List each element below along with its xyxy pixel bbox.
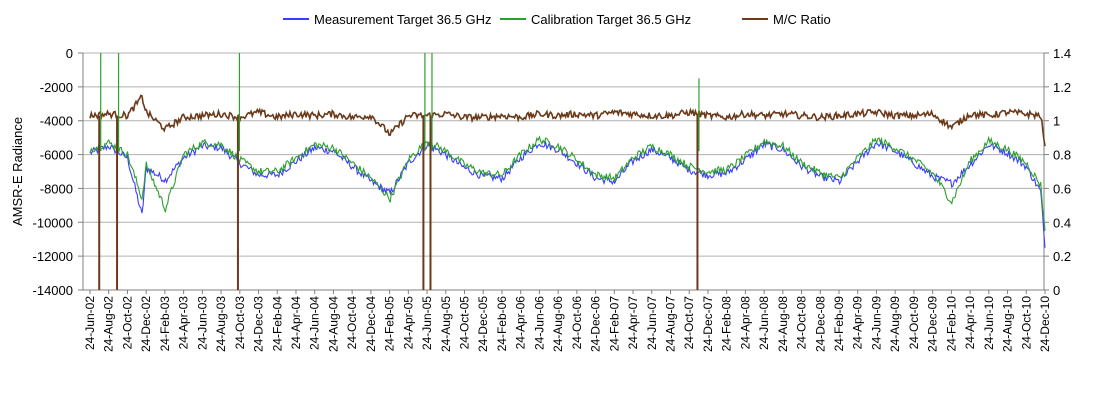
x-tick-label: 24-Oct-10 <box>1019 296 1033 350</box>
x-tick-label: 24-Aug-03 <box>214 296 228 352</box>
x-tick-label: 24-Oct-06 <box>570 296 584 350</box>
series-line-1 <box>89 135 1046 231</box>
x-tick-label: 24-Jun-07 <box>645 296 659 350</box>
legend-label: Measurement Target 36.5 GHz <box>314 12 492 27</box>
x-tick-label: 24-Feb-09 <box>832 296 846 352</box>
x-tick-label: 24-Dec-04 <box>364 296 378 352</box>
x-tick-label: 24-Dec-06 <box>589 296 603 352</box>
x-tick-label: 24-Apr-05 <box>401 296 415 350</box>
x-tick-label: 24-Oct-02 <box>120 296 134 350</box>
x-tick-label: 24-Apr-04 <box>289 296 303 350</box>
x-tick-label: 24-Oct-07 <box>682 296 696 350</box>
x-tick-label: 24-Feb-05 <box>383 296 397 352</box>
x-tick-label: 24-Aug-06 <box>551 296 565 352</box>
x-tick-label: 24-Feb-03 <box>158 296 172 352</box>
x-tick-label: 24-Aug-04 <box>326 296 340 352</box>
x-tick-label: 24-Feb-04 <box>270 296 284 352</box>
x-tick-label: 24-Oct-04 <box>345 296 359 350</box>
x-tick-label: 24-Jun-10 <box>982 296 996 350</box>
x-tick-label: 24-Oct-05 <box>458 296 472 350</box>
x-tick-label: 24-Dec-10 <box>1038 296 1052 352</box>
series-line-2 <box>89 94 1046 147</box>
right-tick-label: 1 <box>1053 114 1060 129</box>
right-tick-label: 0.6 <box>1053 181 1071 196</box>
x-tick-label: 24-Jun-02 <box>83 296 97 350</box>
left-tick-label: -6000 <box>40 148 73 163</box>
right-tick-label: 0.2 <box>1053 249 1071 264</box>
x-tick-label: 24-Dec-03 <box>252 296 266 352</box>
x-tick-label: 24-Aug-10 <box>1001 296 1015 352</box>
x-tick-label: 24-Jun-03 <box>195 296 209 350</box>
left-tick-label: -12000 <box>33 249 73 264</box>
x-tick-label: 24-Dec-08 <box>813 296 827 352</box>
x-tick-label: 24-Oct-08 <box>795 296 809 350</box>
legend-label: M/C Ratio <box>773 12 831 27</box>
x-tick-label: 24-Apr-09 <box>851 296 865 350</box>
x-tick-label: 24-Feb-08 <box>720 296 734 352</box>
x-tick-label: 24-Jun-04 <box>308 296 322 350</box>
x-tick-label: 24-Feb-07 <box>607 296 621 352</box>
left-tick-label: -2000 <box>40 80 73 95</box>
x-tick-label: 24-Dec-07 <box>701 296 715 352</box>
x-tick-label: 24-Jun-08 <box>757 296 771 350</box>
x-tick-label: 24-Jun-09 <box>869 296 883 350</box>
series-line-0 <box>89 139 1046 248</box>
x-tick-label: 24-Aug-05 <box>439 296 453 352</box>
right-tick-label: 1.4 <box>1053 46 1071 61</box>
left-tick-label: -14000 <box>33 283 73 298</box>
left-tick-label: -4000 <box>40 114 73 129</box>
right-tick-label: 0 <box>1053 283 1060 298</box>
x-tick-label: 24-Aug-09 <box>888 296 902 352</box>
x-tick-label: 24-Aug-08 <box>776 296 790 352</box>
x-tick-label: 24-Aug-02 <box>102 296 116 352</box>
x-tick-label: 24-Feb-06 <box>495 296 509 352</box>
x-tick-label: 24-Apr-06 <box>514 296 528 350</box>
x-tick-label: 24-Dec-05 <box>476 296 490 352</box>
x-tick-label: 24-Apr-03 <box>177 296 191 350</box>
x-tick-label: 24-Dec-02 <box>139 296 153 352</box>
x-tick-label: 24-Aug-07 <box>663 296 677 352</box>
x-tick-label: 24-Oct-09 <box>907 296 921 350</box>
y-axis-label: AMSR-E Radiance <box>10 117 25 226</box>
right-tick-label: 1.2 <box>1053 80 1071 95</box>
left-tick-label: -8000 <box>40 181 73 196</box>
x-tick-label: 24-Feb-10 <box>944 296 958 352</box>
x-tick-label: 24-Dec-09 <box>926 296 940 352</box>
x-tick-label: 24-Jun-06 <box>532 296 546 350</box>
right-tick-label: 0.4 <box>1053 215 1071 230</box>
legend-label: Calibration Target 36.5 GHz <box>531 12 691 27</box>
left-tick-label: -10000 <box>33 215 73 230</box>
right-tick-label: 0.8 <box>1053 148 1071 163</box>
x-tick-label: 24-Apr-07 <box>626 296 640 350</box>
left-tick-label: 0 <box>66 46 73 61</box>
x-tick-label: 24-Jun-05 <box>420 296 434 350</box>
x-tick-label: 24-Oct-03 <box>233 296 247 350</box>
x-tick-label: 24-Apr-08 <box>738 296 752 350</box>
x-tick-label: 24-Apr-10 <box>963 296 977 350</box>
